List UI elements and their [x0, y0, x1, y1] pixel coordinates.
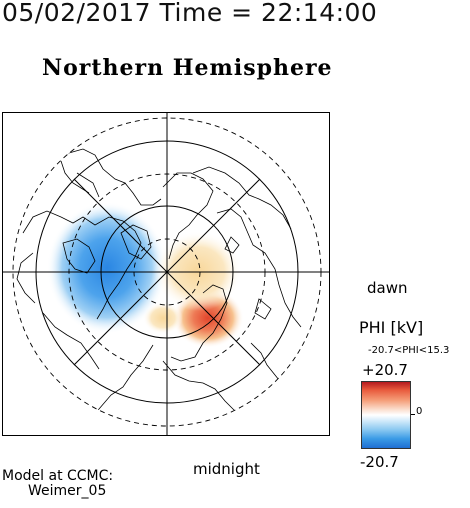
meridians: [3, 113, 329, 435]
model-credit: Model at CCMC: Weimer_05: [2, 469, 113, 499]
dawn-label: dawn: [367, 279, 408, 297]
polar-map-svg: [3, 113, 329, 435]
colorbar: [361, 381, 411, 449]
hemisphere-title: Northern Hemisphere: [42, 55, 333, 81]
model-line-2: Weimer_05: [28, 483, 107, 499]
positive-cell-halo-2: [143, 302, 183, 334]
model-line-1: Model at CCMC:: [2, 468, 114, 484]
colorbar-zero-label: 0: [416, 406, 423, 417]
polar-map: [2, 112, 330, 436]
colorbar-zero-tick: [411, 414, 415, 415]
positive-cell-halo: [154, 231, 242, 311]
colorbar-title: PHI [kV]: [359, 318, 424, 337]
colorbar-range: -20.7<PHI<15.3: [368, 345, 450, 356]
midnight-label: midnight: [193, 460, 260, 478]
datetime-title: 05/02/2017 Time = 22:14:00: [2, 0, 378, 27]
colorbar-min-label: -20.7: [360, 453, 399, 471]
colorbar-max-label: +20.7: [362, 361, 408, 379]
